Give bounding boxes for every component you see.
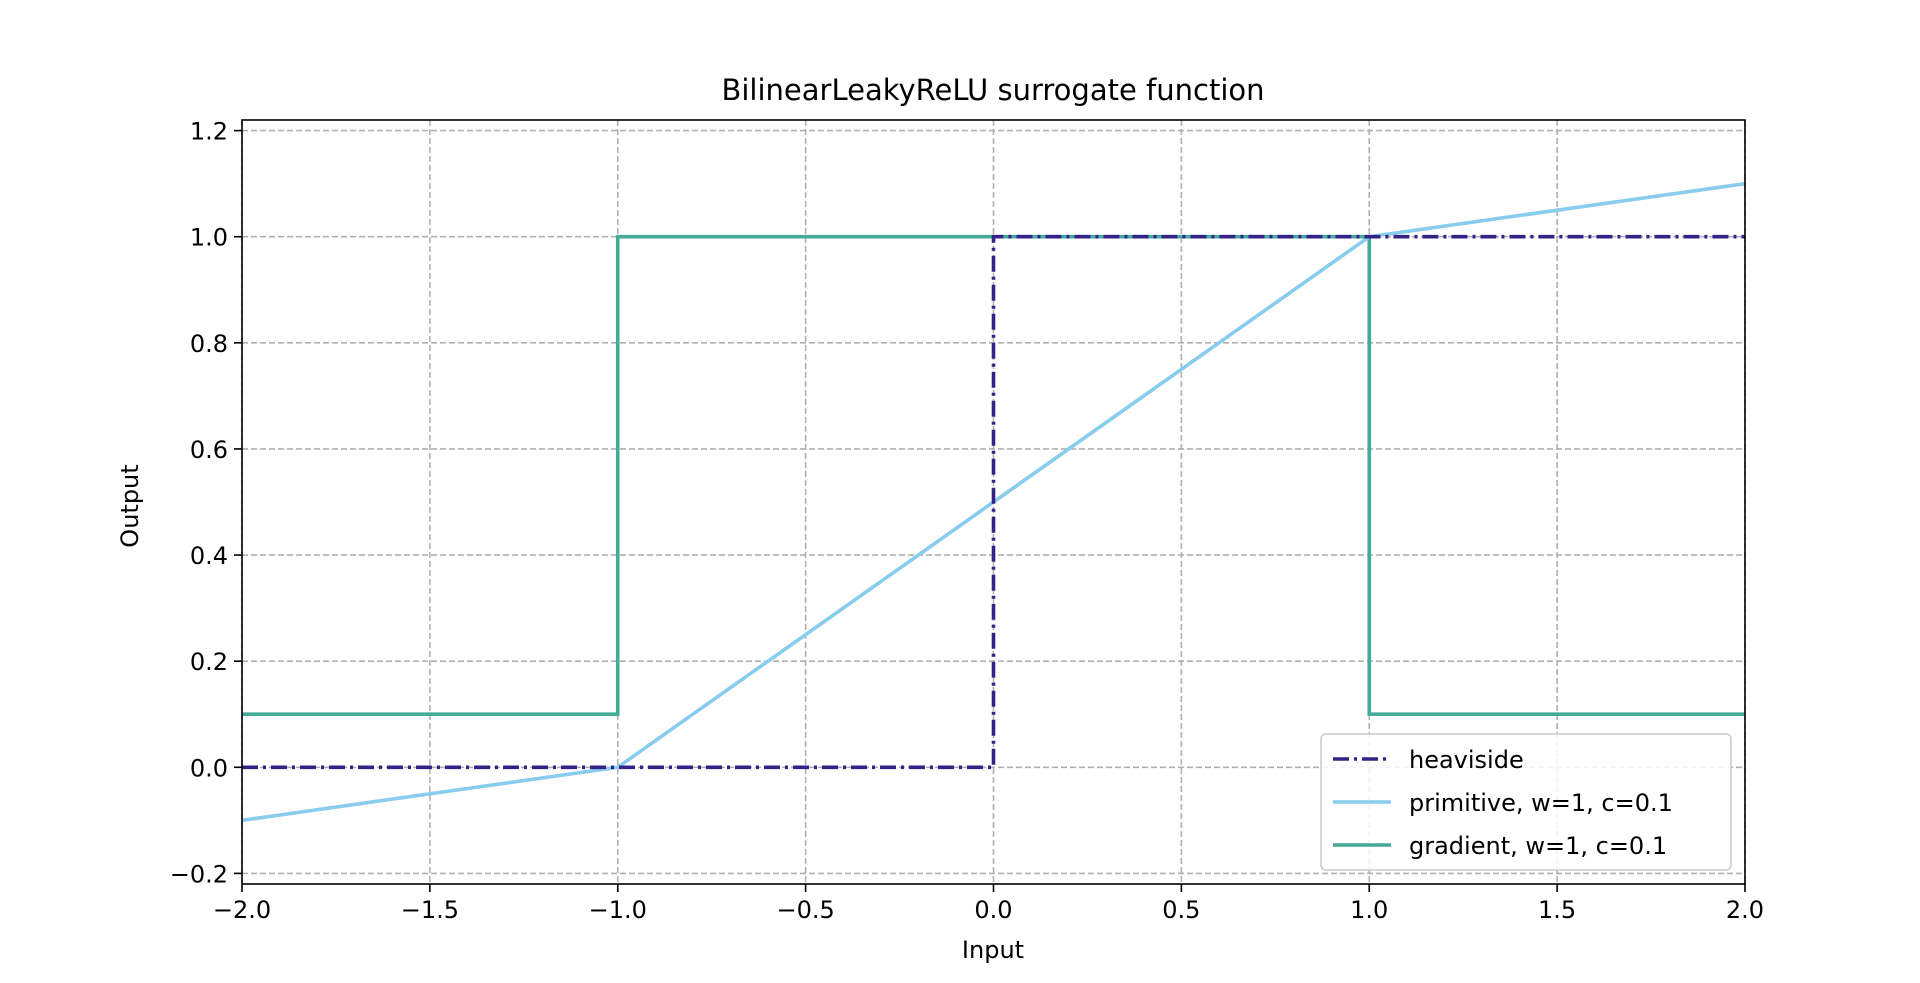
plot-lines xyxy=(241,181,1746,823)
x-axis-label: Input xyxy=(962,936,1024,964)
legend-label: heaviside xyxy=(1409,746,1524,774)
y-tick-label: 0.6 xyxy=(190,436,228,464)
y-tick-label: 0.4 xyxy=(190,542,228,570)
y-tick-label: 0.2 xyxy=(190,648,228,676)
x-tick-label: 1.0 xyxy=(1350,896,1388,924)
series-line-heaviside xyxy=(242,234,1745,770)
x-tick-label: −1.5 xyxy=(401,896,459,924)
axis-ticks: −2.0 −1.5 −1.0 −0.5 0.0 0.5 1.0 1.5 2.0 −0.2 0.0 0.… xyxy=(170,118,1764,924)
x-tick-label: 0.5 xyxy=(1162,896,1200,924)
x-tick-label: −0.5 xyxy=(776,896,834,924)
y-tick-label: 1.0 xyxy=(190,224,228,252)
y-tick-label: 1.2 xyxy=(190,118,228,146)
x-tick-label: −1.0 xyxy=(589,896,647,924)
y-tick-label: 0.0 xyxy=(190,754,228,782)
y-axis-label: Output xyxy=(116,464,144,547)
y-tick-label: −0.2 xyxy=(170,860,228,888)
x-tick-label: −2.0 xyxy=(213,896,271,924)
x-tick-label: 2.0 xyxy=(1726,896,1764,924)
legend-label: gradient, w=1, c=0.1 xyxy=(1409,832,1667,860)
x-tick-label: 1.5 xyxy=(1538,896,1576,924)
legend-label: primitive, w=1, c=0.1 xyxy=(1409,789,1673,817)
chart-title: BilinearLeakyReLU surrogate function xyxy=(721,73,1264,107)
legend-box xyxy=(1320,733,1732,871)
y-tick-label: 0.8 xyxy=(190,330,228,358)
legend: heaviside primitive, w=1, c=0.1 gradient, … xyxy=(1320,733,1732,871)
x-tick-label: 0.0 xyxy=(974,896,1012,924)
